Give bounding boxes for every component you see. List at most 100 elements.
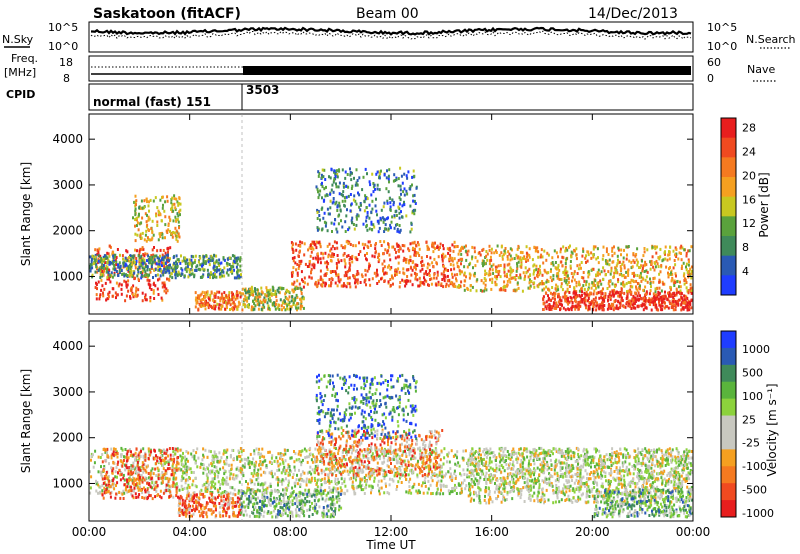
power-cell	[162, 249, 165, 252]
vel-cell	[614, 478, 617, 482]
power-cell	[389, 267, 392, 271]
power-cell	[637, 282, 640, 286]
power-cell	[599, 272, 601, 276]
power-cell	[320, 176, 323, 180]
power-cell	[658, 303, 661, 307]
power-cell	[104, 281, 107, 285]
power-cell	[402, 249, 405, 253]
vel-cell	[356, 471, 359, 475]
power-cell	[117, 284, 120, 288]
power-cell	[297, 306, 300, 310]
power-cell	[177, 202, 180, 206]
power-cell	[601, 289, 603, 293]
vel-cell	[365, 480, 368, 484]
power-cell	[432, 250, 435, 254]
power-cell	[363, 278, 366, 282]
power-cell	[323, 220, 326, 224]
vel-cell	[320, 471, 323, 475]
power-cell	[396, 229, 399, 233]
power-cell	[667, 271, 669, 275]
power-cell	[394, 179, 397, 182]
power-cell	[364, 243, 367, 247]
power-cell	[150, 227, 153, 231]
vel-cell	[449, 475, 452, 479]
power-cell	[488, 248, 491, 252]
power-cell	[632, 306, 635, 310]
power-cell	[262, 303, 265, 307]
power-cell	[604, 295, 607, 299]
power-cell	[135, 259, 138, 263]
power-cell	[171, 235, 174, 239]
power-cell	[336, 264, 339, 268]
power-cell	[553, 291, 555, 295]
power-cell	[103, 269, 105, 273]
power-cell	[203, 295, 206, 299]
power-cell	[135, 286, 138, 290]
power-cell	[428, 272, 431, 276]
power-cell	[467, 249, 470, 253]
power-cell	[218, 264, 221, 267]
power-cell	[387, 216, 389, 220]
vel-cell	[206, 477, 209, 480]
power-cell	[371, 254, 374, 258]
power-cell	[391, 245, 394, 249]
power-cell	[111, 252, 114, 256]
power-cell	[590, 286, 593, 290]
power-cell	[164, 261, 167, 265]
power-cell	[558, 302, 561, 306]
power-cell	[144, 212, 147, 216]
vel-cell	[225, 462, 228, 466]
power-cell	[149, 261, 152, 265]
power-cell	[560, 299, 563, 303]
power-cell	[364, 253, 366, 257]
power-cell	[146, 265, 149, 269]
power-cell	[451, 259, 454, 263]
power-y-tick-label: 2000	[52, 224, 83, 238]
power-cell	[121, 254, 124, 258]
power-cell	[349, 285, 352, 289]
vel-cell	[631, 491, 633, 495]
power-cell	[210, 272, 213, 276]
vel-cell	[453, 469, 456, 473]
power-cell	[193, 260, 196, 264]
vel-cell	[136, 455, 139, 458]
vel-cell	[685, 479, 688, 483]
vel-cell	[555, 450, 558, 453]
power-cell	[620, 288, 623, 291]
power-cell	[668, 291, 671, 295]
power-cell	[317, 170, 320, 174]
power-cell	[156, 224, 159, 227]
power-cell	[609, 296, 612, 300]
power-cell	[439, 242, 442, 246]
vel-cell	[229, 485, 232, 489]
vel-cell	[462, 468, 465, 472]
power-cell	[401, 244, 404, 247]
vel-cell	[582, 475, 585, 479]
power-cell	[409, 204, 412, 208]
power-cell	[490, 264, 493, 268]
vel-cell	[610, 453, 613, 457]
power-cell	[617, 246, 620, 250]
vel-cell	[385, 473, 388, 477]
power-cell	[355, 217, 358, 221]
power-cell	[542, 261, 545, 265]
power-cell	[196, 296, 199, 300]
power-cell	[168, 259, 170, 263]
power-cell	[397, 205, 400, 209]
power-cell	[329, 259, 332, 262]
power-cell	[412, 194, 415, 198]
power-cell	[159, 248, 162, 252]
power-cell	[134, 194, 137, 198]
power-cell	[340, 244, 343, 248]
power-cell	[520, 261, 523, 265]
power-cell	[555, 301, 558, 305]
vel-cell	[435, 473, 438, 477]
power-cell	[680, 252, 682, 255]
power-cell	[495, 251, 498, 254]
vel-cell	[480, 457, 482, 461]
power-cell	[405, 282, 408, 286]
power-cell	[91, 273, 94, 277]
power-cell	[268, 306, 271, 310]
power-cell	[156, 249, 159, 253]
power-cell	[275, 299, 278, 303]
